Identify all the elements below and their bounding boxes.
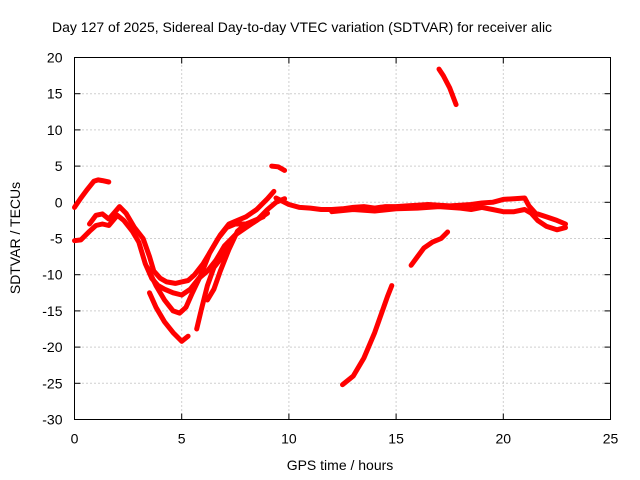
x-tick-label: 25	[603, 431, 619, 447]
y-tick-label: -10	[42, 267, 62, 283]
y-tick-label: -20	[42, 339, 62, 355]
y-tick-label: 5	[55, 158, 63, 174]
y-tick-label: -25	[42, 375, 62, 391]
series-trace-6	[194, 239, 232, 332]
y-tick-label: -15	[42, 303, 62, 319]
x-tick-label: 15	[388, 431, 404, 447]
x-tick-label: 10	[281, 431, 297, 447]
series-trace-9	[273, 195, 568, 227]
y-tick-label: 15	[47, 86, 63, 102]
x-tick-labels: 0 5 10 15 20 25	[71, 431, 619, 447]
series-trace-11	[340, 283, 395, 388]
x-tick-label: 20	[496, 431, 512, 447]
series-trace-8	[269, 163, 288, 173]
y-tick-label: -5	[50, 231, 63, 247]
series-trace-7	[204, 214, 266, 303]
series-trace-3	[87, 188, 277, 286]
x-axis-label: GPS time / hours	[287, 457, 394, 473]
series-trace-5	[147, 290, 191, 344]
series-trace-13	[436, 66, 459, 108]
y-axis-label: SDTVAR / TECUs	[7, 182, 23, 294]
series-trace-10	[329, 204, 568, 233]
x-tick-label: 0	[71, 431, 79, 447]
ticks	[74, 57, 611, 420]
series-trace-12	[408, 229, 451, 268]
y-tick-label: 20	[47, 50, 63, 66]
series-trace-1	[72, 177, 112, 210]
grid	[74, 57, 611, 420]
chart-title: Day 127 of 2025, Sidereal Day-to-day VTE…	[52, 19, 552, 35]
y-tick-label: 10	[47, 122, 63, 138]
x-tick-label: 5	[178, 431, 186, 447]
data-series	[72, 66, 568, 388]
y-tick-label: 0	[55, 194, 63, 210]
y-tick-labels: 20 15 10 5 0 -5 -10 -15 -20 -25 -30	[42, 50, 62, 428]
y-tick-label: -30	[42, 412, 62, 428]
